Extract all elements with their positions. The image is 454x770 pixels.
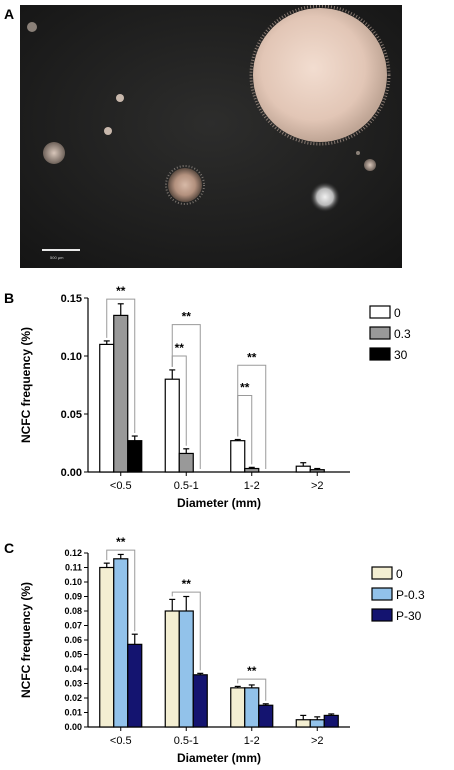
x-axis-label: Diameter (mm) bbox=[177, 751, 261, 765]
chart-b: 0.00 0.05 0.10 0.15 NCFC frequency (%) <0.5 0.… bbox=[19, 284, 411, 510]
significance-label: ** bbox=[247, 350, 257, 364]
y-tick-label: 0.03 bbox=[64, 679, 82, 689]
x-tick-label: <0.5 bbox=[110, 480, 132, 492]
legend-swatch bbox=[369, 326, 391, 340]
large-colony bbox=[253, 8, 387, 142]
bar bbox=[164, 378, 180, 473]
chart-c: 0.00 0.01 0.02 0.03 0.04 0.05 0.06 0.07 0.08 0.09… bbox=[19, 535, 425, 765]
tiny-colony bbox=[27, 22, 37, 32]
significance-bracket bbox=[171, 324, 201, 469]
y-tick-label: 0.10 bbox=[64, 577, 82, 587]
y-tick-label: 0.00 bbox=[61, 467, 82, 479]
significance-label: ** bbox=[116, 284, 126, 298]
bar bbox=[309, 469, 325, 473]
significance-label: ** bbox=[116, 535, 126, 549]
legend-label: 30 bbox=[394, 348, 408, 362]
y-axis-label: NCFC frequency (%) bbox=[19, 582, 33, 698]
tiny-colony bbox=[364, 159, 376, 171]
y-tick-label: 0.06 bbox=[64, 635, 82, 645]
bar bbox=[99, 566, 115, 728]
bar bbox=[230, 440, 246, 473]
legend-label: P-30 bbox=[396, 609, 422, 623]
bar bbox=[192, 674, 208, 728]
y-tick-label: 0.10 bbox=[61, 351, 82, 363]
bar bbox=[127, 440, 143, 473]
bar bbox=[99, 343, 115, 473]
small-colony bbox=[43, 142, 65, 164]
bar bbox=[113, 314, 129, 473]
bar bbox=[127, 643, 143, 728]
legend-swatch bbox=[371, 566, 393, 580]
tiny-colony bbox=[116, 94, 124, 102]
y-tick-label: 0.08 bbox=[64, 606, 82, 616]
y-axis-label: NCFC frequency (%) bbox=[19, 327, 33, 443]
bar bbox=[295, 465, 311, 473]
panel-letter-b: B bbox=[4, 290, 15, 306]
bar bbox=[244, 467, 260, 473]
legend-swatch bbox=[369, 347, 391, 361]
legend-swatch bbox=[369, 305, 391, 319]
y-tick-label: 0.07 bbox=[64, 621, 82, 631]
diffuse-colony bbox=[310, 182, 340, 212]
y-tick-label: 0.01 bbox=[64, 708, 82, 718]
y-tick-label: 0.05 bbox=[64, 650, 82, 660]
significance-bracket bbox=[106, 549, 136, 632]
significance-label: ** bbox=[247, 664, 257, 678]
x-tick-label: >2 bbox=[311, 735, 324, 747]
significance-label: ** bbox=[240, 380, 250, 394]
significance-label: ** bbox=[175, 341, 185, 355]
panel-letter-c: C bbox=[4, 540, 15, 556]
y-tick-label: 0.00 bbox=[64, 722, 82, 732]
bar bbox=[244, 687, 260, 728]
x-tick-label: 0.5-1 bbox=[174, 480, 199, 492]
significance-bracket bbox=[106, 298, 136, 434]
y-tick-label: 0.12 bbox=[64, 548, 82, 558]
scale-bar-label: 500 µm bbox=[50, 255, 64, 260]
bar bbox=[230, 687, 246, 728]
significance-bracket bbox=[237, 394, 253, 465]
y-tick-label: 0.15 bbox=[61, 293, 82, 305]
tiny-colony bbox=[104, 127, 112, 135]
x-tick-label: 1-2 bbox=[244, 480, 260, 492]
significance-bracket bbox=[171, 355, 187, 446]
legend-swatch bbox=[371, 608, 393, 622]
significance-label: ** bbox=[182, 577, 192, 591]
medium-colony bbox=[168, 168, 202, 202]
y-tick-label: 0.11 bbox=[65, 563, 82, 573]
y-tick-label: 0.02 bbox=[64, 693, 82, 703]
significance-bracket bbox=[237, 678, 267, 701]
x-axis-label: Diameter (mm) bbox=[177, 496, 261, 510]
significance-label: ** bbox=[182, 310, 192, 324]
bar bbox=[309, 719, 325, 728]
significance-bracket bbox=[171, 591, 201, 671]
bar bbox=[164, 610, 180, 728]
bar bbox=[113, 558, 129, 728]
x-tick-label: 0.5-1 bbox=[174, 735, 199, 747]
panel-letter-a: A bbox=[4, 6, 15, 22]
legend-label: 0 bbox=[394, 306, 401, 320]
x-tick-label: <0.5 bbox=[110, 735, 132, 747]
bar bbox=[323, 714, 339, 728]
legend-label: 0.3 bbox=[394, 327, 411, 341]
x-tick-label: 1-2 bbox=[244, 735, 260, 747]
bar bbox=[178, 452, 194, 473]
bar bbox=[258, 704, 274, 728]
legend-label: P-0.3 bbox=[396, 588, 425, 602]
x-tick-label: >2 bbox=[311, 480, 324, 492]
y-tick-label: 0.04 bbox=[64, 664, 82, 674]
legend-label: 0 bbox=[396, 567, 403, 581]
microscopy-image: 500 µm bbox=[20, 5, 402, 268]
y-tick-label: 0.05 bbox=[61, 409, 82, 421]
legend-swatch bbox=[371, 587, 393, 601]
bar bbox=[295, 719, 311, 728]
bar bbox=[178, 610, 194, 728]
y-tick-label: 0.09 bbox=[64, 592, 82, 602]
